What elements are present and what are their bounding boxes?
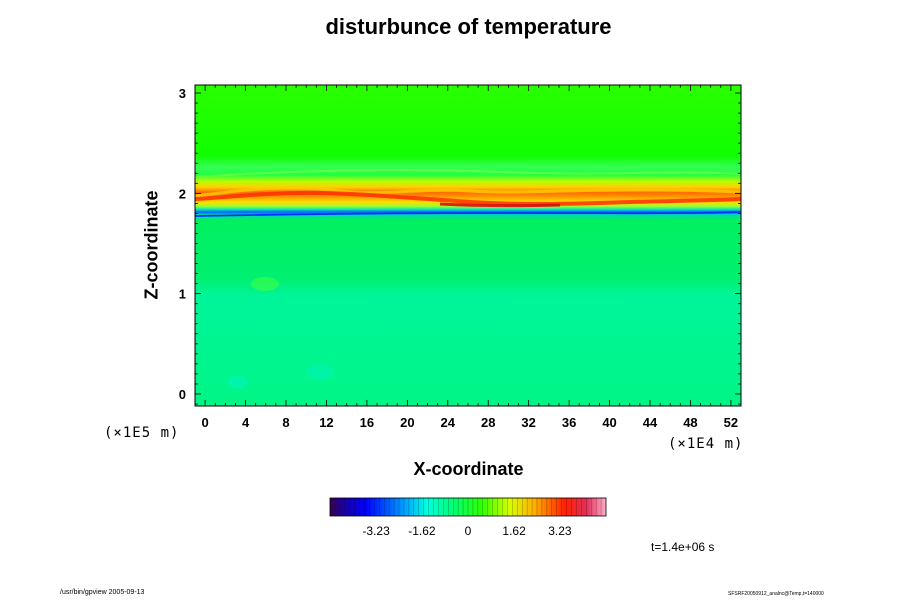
heatmap-field (195, 85, 741, 406)
x-tick-label: 48 (683, 415, 697, 430)
colorbar-tick-label: 3.23 (548, 524, 572, 538)
time-annotation: t=1.4e+06 s (651, 540, 715, 554)
blob (228, 375, 248, 389)
warm-band-upper-streak (195, 186, 741, 198)
blob (306, 364, 334, 380)
colorbar-tick-label: -1.62 (408, 524, 436, 538)
colorbar-tick-label: -3.23 (362, 524, 390, 538)
colorbar-tick-label: 1.62 (502, 524, 526, 538)
footer-left: /usr/bin/gpview 2005-09-13 (60, 589, 145, 596)
x-tick-label: 36 (562, 415, 576, 430)
blob (251, 277, 279, 291)
x-axis-label: X-coordinate (413, 459, 524, 479)
y-tick-label: 1 (179, 287, 186, 302)
colorbar-ticks: -3.23 -1.62 0 1.62 3.23 (362, 524, 571, 538)
x-tick-label: 8 (282, 415, 289, 430)
y-tick-label: 0 (179, 387, 186, 402)
cold-line (195, 211, 741, 217)
warm-band-core (195, 190, 741, 206)
y-tick-label: 3 (179, 86, 186, 101)
chart-title: disturbunce of temperature (325, 14, 612, 39)
colorbar-tick-label: 0 (465, 524, 472, 538)
z-axis-unit: (×1E5 m) (104, 425, 180, 441)
colorbar-stripes (334, 498, 602, 516)
x-tick-label: 52 (724, 415, 738, 430)
x-tick-label: 16 (360, 415, 374, 430)
x-tick-label: 0 (201, 415, 208, 430)
x-tick-label: 28 (481, 415, 495, 430)
y-tick-label: 2 (179, 186, 186, 201)
x-tick-label: 40 (602, 415, 616, 430)
x-ticks: 0 4 8 12 16 20 24 28 32 36 40 44 48 52 (194, 85, 742, 430)
x-tick-label: 12 (319, 415, 333, 430)
upper-streak (195, 168, 741, 178)
warm-band-peak (439, 202, 561, 208)
footer-right: SFSRF20050912_analnc@Temp,t=140000 (728, 591, 824, 597)
x-axis-unit: (×1E4 m) (668, 436, 744, 452)
x-tick-label: 32 (521, 415, 535, 430)
x-tick-label: 20 (400, 415, 414, 430)
y-ticks: 0 1 2 3 (179, 86, 741, 405)
x-tick-label: 24 (441, 415, 456, 430)
x-tick-label: 44 (643, 415, 658, 430)
x-tick-label: 4 (242, 415, 250, 430)
